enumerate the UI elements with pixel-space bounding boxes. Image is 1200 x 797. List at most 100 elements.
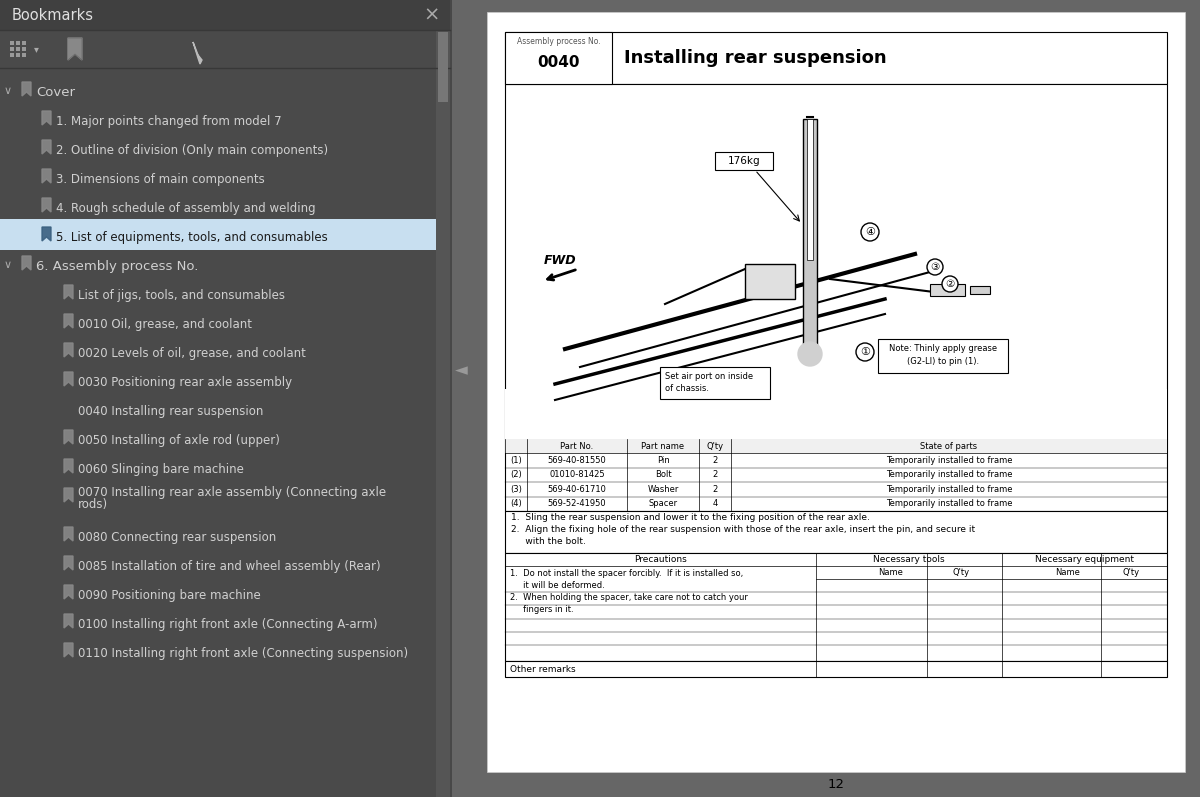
Text: 0100 Installing right front axle (Connecting A-arm): 0100 Installing right front axle (Connec… [78, 618, 378, 631]
Text: 01010-81425: 01010-81425 [550, 470, 605, 479]
Text: 3. Dimensions of main components: 3. Dimensions of main components [56, 173, 265, 186]
Polygon shape [42, 140, 50, 154]
Bar [16, 41, 20, 45]
Text: Cover: Cover [36, 86, 74, 99]
Text: with the bolt.: with the bolt. [511, 537, 586, 547]
Text: Bolt: Bolt [655, 470, 671, 479]
Text: List of jigs, tools, and consumables: List of jigs, tools, and consumables [78, 289, 286, 302]
Text: ▾: ▾ [34, 44, 38, 54]
Text: 569-52-41950: 569-52-41950 [547, 499, 606, 508]
Bar [452, 0, 1200, 797]
Bar [436, 30, 450, 797]
Text: 0010 Oil, grease, and coolant: 0010 Oil, grease, and coolant [78, 318, 252, 331]
Text: Precautions: Precautions [634, 555, 686, 564]
Text: 6. Assembly process No.: 6. Assembly process No. [36, 260, 198, 273]
Circle shape [862, 223, 878, 241]
Text: of chassis.: of chassis. [665, 383, 709, 392]
Bar [22, 41, 26, 45]
Text: 0040: 0040 [538, 54, 580, 69]
Bar [505, 511, 1166, 553]
Text: Temporarily installed to frame: Temporarily installed to frame [886, 470, 1013, 479]
Text: 0020 Levels of oil, grease, and coolant: 0020 Levels of oil, grease, and coolant [78, 347, 306, 360]
Text: (3): (3) [510, 485, 522, 494]
Text: Pin: Pin [656, 456, 670, 465]
Text: rods): rods) [78, 498, 108, 511]
Text: ×: × [424, 6, 440, 25]
Text: Temporarily installed to frame: Temporarily installed to frame [886, 485, 1013, 494]
Polygon shape [64, 430, 73, 444]
Text: 2. Outline of division (Only main components): 2. Outline of division (Only main compon… [56, 144, 328, 157]
Bar [22, 53, 26, 57]
Text: 569-40-61710: 569-40-61710 [547, 485, 606, 494]
Polygon shape [64, 643, 73, 657]
Bar [0, 30, 450, 68]
Text: ③: ③ [930, 262, 940, 272]
Polygon shape [42, 227, 50, 241]
Text: (4): (4) [510, 499, 522, 508]
Text: Q'ty: Q'ty [952, 568, 970, 577]
Text: 0060 Slinging bare machine: 0060 Slinging bare machine [78, 463, 244, 476]
Bar [487, 12, 1186, 772]
Text: Bookmarks: Bookmarks [12, 7, 94, 22]
Text: 1.  Sling the rear suspension and lower it to the fixing position of the rear ax: 1. Sling the rear suspension and lower i… [511, 513, 870, 523]
Text: 0080 Connecting rear suspension: 0080 Connecting rear suspension [78, 531, 276, 544]
Text: 569-40-81550: 569-40-81550 [547, 456, 606, 465]
Text: 5. List of equipments, tools, and consumables: 5. List of equipments, tools, and consum… [56, 231, 328, 244]
Polygon shape [42, 111, 50, 125]
Bar [715, 152, 773, 170]
Text: Temporarily installed to frame: Temporarily installed to frame [886, 456, 1013, 465]
Text: 0070 Installing rear axle assembly (Connecting axle: 0070 Installing rear axle assembly (Conn… [78, 486, 386, 499]
Polygon shape [64, 372, 73, 386]
Circle shape [928, 259, 943, 275]
Text: ②: ② [946, 279, 955, 289]
Text: 12: 12 [828, 778, 845, 791]
Text: (2): (2) [510, 470, 522, 479]
Bar [970, 286, 990, 294]
Text: 2: 2 [713, 456, 718, 465]
Polygon shape [193, 42, 202, 64]
Circle shape [798, 342, 822, 366]
Bar [808, 119, 814, 260]
Text: it will be deformed.: it will be deformed. [510, 582, 605, 591]
Text: 0030 Positioning rear axle assembly: 0030 Positioning rear axle assembly [78, 376, 292, 389]
Text: Necessary equipment: Necessary equipment [1034, 555, 1134, 564]
Polygon shape [64, 488, 73, 502]
Bar [10, 53, 14, 57]
Text: (G2-LI) to pin (1).: (G2-LI) to pin (1). [907, 356, 979, 366]
Bar [16, 53, 20, 57]
Text: Part No.: Part No. [560, 442, 594, 450]
Text: Necessary tools: Necessary tools [874, 555, 944, 564]
Bar [930, 284, 965, 296]
Text: Name: Name [1055, 568, 1080, 577]
Bar [0, 219, 436, 250]
Text: 0110 Installing right front axle (Connecting suspension): 0110 Installing right front axle (Connec… [78, 647, 408, 660]
Polygon shape [42, 169, 50, 183]
Text: State of parts: State of parts [920, 442, 978, 450]
Text: 4. Rough schedule of assembly and welding: 4. Rough schedule of assembly and weldin… [56, 202, 316, 215]
Polygon shape [42, 198, 50, 212]
Text: 1.  Do not install the spacer forcibly.  If it is installed so,: 1. Do not install the spacer forcibly. I… [510, 570, 743, 579]
Bar [505, 661, 1166, 677]
Polygon shape [68, 38, 82, 60]
Bar [505, 32, 1166, 84]
Polygon shape [64, 285, 73, 299]
Bar [505, 84, 1166, 439]
Polygon shape [64, 314, 73, 328]
Bar [0, 0, 450, 30]
Text: ∨: ∨ [4, 85, 12, 96]
Bar [505, 439, 1166, 453]
Text: Name: Name [878, 568, 902, 577]
Polygon shape [64, 614, 73, 628]
Text: Part name: Part name [642, 442, 684, 450]
Bar [505, 553, 1166, 661]
Text: 2: 2 [713, 470, 718, 479]
Bar [438, 32, 448, 102]
Bar [16, 47, 20, 51]
Bar [10, 41, 14, 45]
Text: ◄: ◄ [455, 361, 468, 379]
Polygon shape [64, 585, 73, 599]
Text: Other remarks: Other remarks [510, 665, 576, 673]
Text: Washer: Washer [647, 485, 679, 494]
Text: Q'ty: Q'ty [707, 442, 724, 450]
Bar [803, 119, 817, 354]
